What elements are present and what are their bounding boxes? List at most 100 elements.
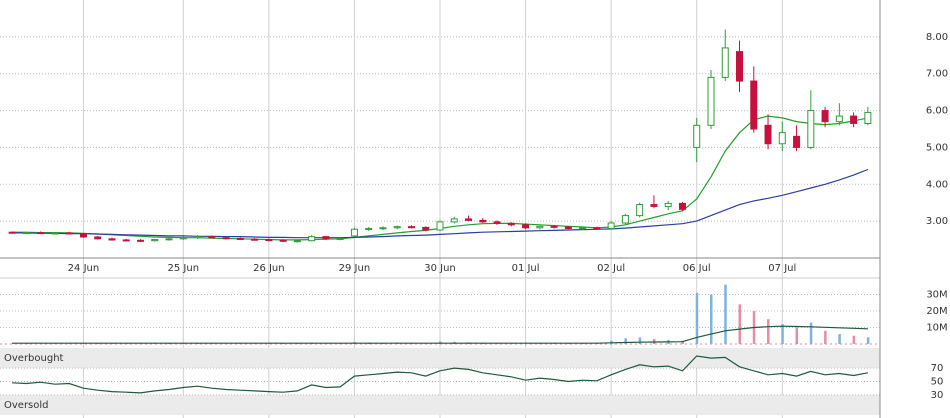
candle-body xyxy=(22,232,30,235)
y-tick-label: 8.00 xyxy=(926,32,948,43)
x-tick-label: 29 Jun xyxy=(339,263,371,274)
candle-body xyxy=(51,232,59,235)
x-tick-label: 25 Jun xyxy=(168,263,200,274)
candle-body xyxy=(850,115,858,124)
volume-bar xyxy=(809,322,813,344)
candle-body xyxy=(365,228,373,231)
candle-body xyxy=(265,239,273,242)
candle-body xyxy=(522,224,530,229)
band xyxy=(0,348,880,369)
candle-body xyxy=(736,51,744,82)
band-label: Oversold xyxy=(4,400,49,411)
candle-body xyxy=(450,218,458,223)
x-tick-label: 30 Jun xyxy=(424,263,456,274)
candle-body xyxy=(721,47,729,78)
candle-body xyxy=(593,227,601,230)
volume-bar xyxy=(838,334,841,344)
y-tick-label: 6.00 xyxy=(926,106,948,117)
candle-body xyxy=(550,225,558,228)
y-tick-label: 7.00 xyxy=(926,69,948,80)
y-tick-label: 10M xyxy=(926,323,947,334)
band xyxy=(0,394,880,415)
volume-bar xyxy=(738,304,742,344)
volume-bar xyxy=(681,340,684,344)
y-tick-label: 3.00 xyxy=(926,216,948,227)
candle-body xyxy=(821,110,829,123)
volume-bar xyxy=(724,284,727,344)
candle-body xyxy=(308,236,316,242)
y-tick-label: 30 xyxy=(931,390,944,401)
y-tick-label: 50 xyxy=(931,377,944,388)
volume-bar xyxy=(866,337,870,344)
rsi-line xyxy=(12,355,869,394)
candle-body xyxy=(208,236,216,239)
candle-body xyxy=(336,237,344,240)
y-tick-label: 70 xyxy=(931,363,944,374)
candle-body xyxy=(194,236,202,239)
candle-body xyxy=(807,110,815,148)
candle-body xyxy=(222,237,230,240)
volume-bar xyxy=(852,335,856,344)
candle-body xyxy=(507,222,515,226)
x-tick-label: 06 Jul xyxy=(683,263,711,274)
volume-bar xyxy=(695,292,699,344)
candle-body xyxy=(778,132,786,145)
candle-body xyxy=(37,232,45,235)
volume-bar xyxy=(709,294,713,344)
candle-body xyxy=(165,238,173,241)
volume-average xyxy=(12,325,868,344)
y-tick-label: 20M xyxy=(926,306,947,317)
candle-body xyxy=(379,227,387,230)
candle-body xyxy=(564,226,572,230)
band-label: Overbought xyxy=(4,353,64,364)
y-tick-label: 4.00 xyxy=(926,179,948,190)
volume-bar xyxy=(624,338,627,344)
candle-body xyxy=(108,238,116,241)
y-tick-label: 30M xyxy=(926,290,947,301)
x-tick-label: 01 Jul xyxy=(512,263,540,274)
y-tick-label: 5.00 xyxy=(926,142,948,153)
candle-body xyxy=(465,218,473,221)
candle-body xyxy=(279,239,287,242)
candle-body xyxy=(8,231,16,234)
candle-body xyxy=(636,204,644,217)
candle-body xyxy=(151,239,159,242)
candle-body xyxy=(65,232,73,235)
candle-body xyxy=(179,237,187,240)
candle-body xyxy=(236,237,244,240)
candle-body xyxy=(436,221,444,231)
candle-body xyxy=(793,135,801,148)
candle-body xyxy=(678,202,686,210)
x-tick-label: 07 Jul xyxy=(768,263,796,274)
candle-body xyxy=(864,111,872,124)
candle-body xyxy=(664,202,672,207)
candle-body xyxy=(322,236,330,240)
candle-body xyxy=(393,226,401,229)
candle-body xyxy=(94,236,102,240)
volume-bar xyxy=(638,337,642,344)
candle-body xyxy=(650,204,658,207)
candle-body xyxy=(621,215,629,224)
candle-body xyxy=(707,76,715,126)
volume-bar xyxy=(781,324,784,344)
candle-body xyxy=(122,239,130,242)
candle-body xyxy=(136,239,144,242)
candle-body xyxy=(536,225,544,229)
candle-body xyxy=(693,124,701,148)
volume-bar xyxy=(767,319,770,344)
candle-body xyxy=(422,226,430,231)
candle-body xyxy=(479,219,487,223)
candle-body xyxy=(493,221,501,224)
candle-body xyxy=(251,238,259,241)
candle-body xyxy=(407,226,415,229)
candle-body xyxy=(764,124,772,145)
candle-body xyxy=(835,115,843,123)
x-tick-label: 26 Jun xyxy=(253,263,285,274)
candle-body xyxy=(607,222,615,230)
volume-bar xyxy=(795,327,799,344)
candle-body xyxy=(79,233,87,238)
candle-body xyxy=(293,240,301,243)
candle-body xyxy=(350,228,358,237)
